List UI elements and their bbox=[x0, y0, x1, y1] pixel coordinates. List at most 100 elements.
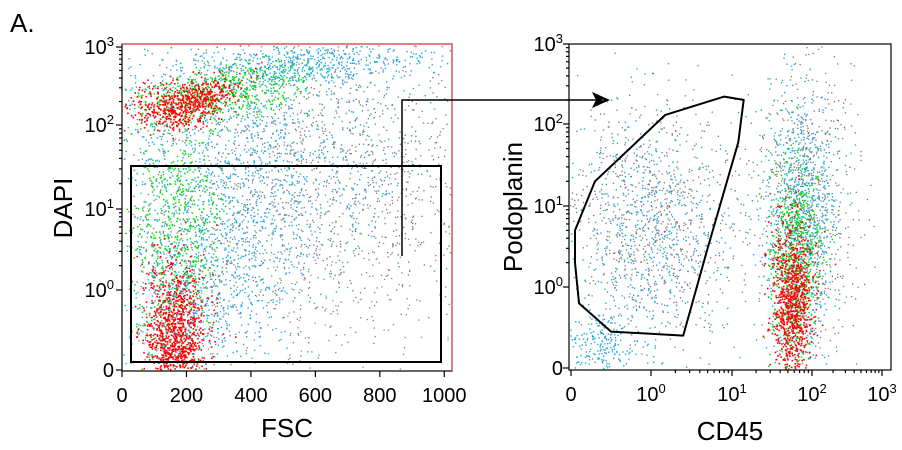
data-point bbox=[218, 78, 221, 81]
data-point bbox=[446, 186, 448, 188]
data-point bbox=[188, 208, 190, 210]
data-point bbox=[424, 50, 427, 52]
data-point bbox=[231, 229, 234, 232]
data-point bbox=[188, 169, 190, 172]
data-point bbox=[329, 131, 331, 134]
data-point bbox=[360, 233, 363, 235]
data-point bbox=[367, 207, 369, 209]
data-point bbox=[139, 303, 141, 306]
data-point bbox=[351, 198, 354, 200]
data-point bbox=[147, 223, 149, 225]
data-point bbox=[264, 352, 266, 354]
data-point bbox=[283, 86, 285, 88]
data-point bbox=[205, 97, 207, 100]
data-point bbox=[159, 122, 161, 125]
data-point bbox=[262, 83, 264, 85]
data-point bbox=[248, 106, 250, 108]
data-point bbox=[270, 90, 272, 92]
data-point bbox=[315, 253, 318, 255]
data-point bbox=[195, 240, 197, 243]
data-point bbox=[340, 148, 342, 150]
data-point bbox=[245, 96, 248, 98]
data-point bbox=[278, 84, 280, 86]
data-point bbox=[146, 306, 148, 308]
data-point bbox=[181, 247, 183, 249]
data-point bbox=[290, 59, 292, 61]
data-point bbox=[320, 112, 322, 114]
data-point bbox=[256, 76, 258, 78]
data-point bbox=[397, 262, 399, 264]
data-point bbox=[217, 99, 219, 101]
data-point bbox=[189, 103, 192, 105]
data-point bbox=[166, 199, 168, 202]
data-point bbox=[303, 206, 305, 209]
data-point bbox=[204, 111, 206, 114]
data-point bbox=[168, 110, 170, 113]
data-point bbox=[212, 113, 215, 115]
data-point bbox=[208, 135, 211, 137]
data-point bbox=[191, 117, 194, 120]
data-point bbox=[225, 260, 228, 263]
data-point bbox=[395, 58, 397, 61]
data-point bbox=[207, 97, 210, 99]
data-point bbox=[298, 79, 300, 81]
data-point bbox=[365, 139, 367, 141]
data-point bbox=[253, 175, 255, 177]
data-point bbox=[193, 58, 195, 60]
data-point bbox=[335, 262, 337, 264]
data-point bbox=[156, 124, 158, 126]
data-point bbox=[363, 166, 366, 168]
data-point bbox=[262, 262, 265, 264]
data-point bbox=[185, 260, 187, 262]
data-point bbox=[397, 182, 399, 184]
data-point bbox=[308, 110, 310, 112]
data-point bbox=[275, 123, 277, 126]
data-point bbox=[254, 193, 256, 196]
data-point bbox=[225, 144, 227, 146]
data-point bbox=[227, 259, 229, 262]
data-point bbox=[163, 73, 165, 75]
data-point bbox=[291, 215, 293, 217]
data-point bbox=[152, 358, 154, 360]
data-point bbox=[273, 71, 276, 73]
data-point bbox=[328, 56, 330, 59]
data-point bbox=[169, 98, 171, 100]
data-point bbox=[302, 194, 304, 196]
data-point bbox=[309, 200, 312, 202]
data-point bbox=[232, 173, 234, 175]
data-point bbox=[260, 220, 262, 223]
data-point bbox=[159, 233, 162, 235]
data-point bbox=[238, 229, 240, 231]
data-point bbox=[191, 85, 193, 88]
data-point bbox=[362, 366, 364, 368]
data-point bbox=[387, 146, 389, 148]
data-point bbox=[333, 81, 335, 84]
data-point bbox=[324, 145, 327, 148]
data-point bbox=[321, 224, 323, 226]
data-point bbox=[228, 330, 231, 332]
data-point bbox=[416, 63, 418, 65]
data-point bbox=[410, 56, 412, 58]
data-point bbox=[233, 91, 235, 93]
data-point bbox=[342, 157, 344, 159]
data-point bbox=[201, 113, 204, 115]
data-point bbox=[401, 272, 403, 274]
data-point bbox=[290, 66, 292, 68]
data-point bbox=[308, 114, 311, 117]
data-point bbox=[393, 49, 395, 51]
data-point bbox=[251, 180, 254, 182]
data-point bbox=[275, 227, 277, 229]
data-point bbox=[296, 58, 299, 60]
data-point bbox=[275, 327, 277, 330]
data-point bbox=[211, 271, 214, 274]
data-point bbox=[211, 77, 213, 80]
data-point bbox=[245, 352, 248, 355]
data-point bbox=[226, 327, 228, 329]
data-point bbox=[243, 277, 245, 279]
data-point bbox=[214, 91, 216, 94]
data-point bbox=[172, 129, 175, 132]
data-point bbox=[384, 204, 386, 206]
data-point bbox=[125, 104, 127, 106]
data-point bbox=[316, 95, 319, 97]
data-point bbox=[265, 163, 267, 165]
